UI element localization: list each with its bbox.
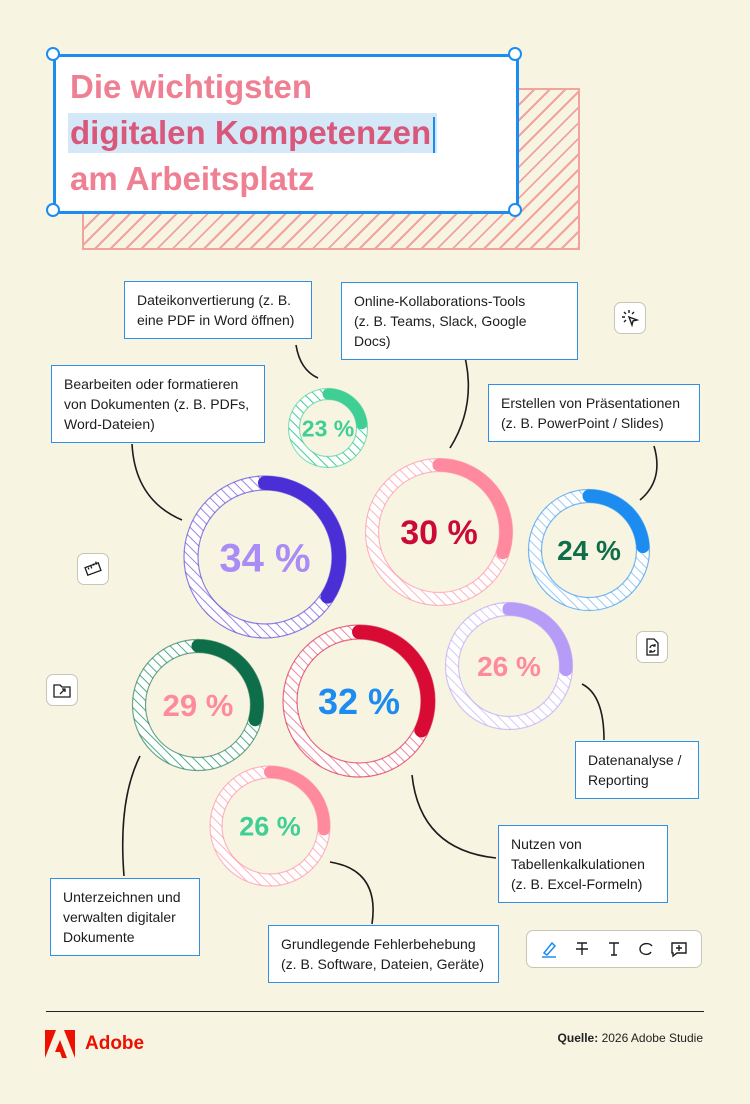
label-fehlerbehebung: Grundlegende Fehlerbehebung (z. B. Softw… — [268, 925, 499, 983]
source-note: Quelle: 2026 Adobe Studie — [558, 1031, 703, 1045]
title-line-2-selected[interactable]: digitalen Kompetenzen — [68, 113, 438, 154]
label-praesentationen: Erstellen von Präsentationen (z. B. Powe… — [488, 384, 700, 442]
adobe-logo[interactable]: Adobe — [45, 1030, 144, 1058]
draw-icon[interactable] — [633, 936, 659, 962]
file-convert-icon[interactable] — [636, 631, 668, 663]
connector-4 — [639, 445, 658, 501]
label-unterzeichnen: Unterzeichnen und verwalten digitaler Do… — [50, 878, 200, 956]
donut-value-label-7: 29 % — [163, 688, 234, 723]
donut-value-label-5: 26 % — [477, 651, 541, 682]
label-online-kollaboration: Online-Kollaborations-Tools (z. B. Teams… — [341, 282, 578, 360]
source-text: 2026 Adobe Studie — [601, 1031, 703, 1045]
title-line-2: digitalen Kompetenzen — [70, 114, 432, 151]
donut-value-label-4: 24 % — [557, 535, 621, 566]
ruler-icon[interactable] — [77, 553, 109, 585]
donut-value-arc-3 — [258, 476, 346, 604]
donut-value-label-2: 30 % — [400, 514, 478, 552]
annotation-toolbar — [526, 930, 702, 968]
donut-value-label-3: 34 % — [219, 536, 310, 580]
adobe-brand-name: Adobe — [85, 1033, 145, 1054]
donut-value-label-6: 32 % — [318, 681, 400, 722]
source-label: Quelle: — [557, 1031, 599, 1045]
donut-value-arc-2 — [432, 458, 513, 560]
connector-lines — [121, 342, 658, 925]
title-box[interactable]: Die wichtigsten digitalen Kompetenzen am… — [53, 54, 519, 214]
donut-2: 30 % — [364, 457, 514, 607]
donut-6: 32 % — [282, 624, 436, 778]
adobe-logo-icon — [45, 1030, 75, 1058]
cursor-click-icon[interactable] — [614, 302, 646, 334]
highlight-pen-icon[interactable] — [536, 936, 562, 962]
selection-handle-top-left[interactable] — [46, 47, 60, 61]
donut-value-arc-7 — [191, 639, 264, 727]
label-bearbeiten-dokumente: Bearbeiten oder formatieren von Dokument… — [51, 365, 265, 443]
selection-handle-bottom-left[interactable] — [46, 203, 60, 217]
donut-value-label-8: 26 % — [239, 812, 301, 842]
donut-rings: 23 % 30 % 34 % 24 % 26 % 32 % 29 % 26 % — [131, 387, 651, 887]
donut-3: 34 % — [183, 475, 347, 639]
connector-1 — [295, 344, 319, 379]
connector-5 — [581, 683, 605, 741]
selection-handle-top-right[interactable] — [508, 47, 522, 61]
title-line-3: am Arbeitsplatz — [70, 160, 315, 197]
donut-value-arc-8 — [264, 766, 330, 836]
label-tabellenkalkulationen: Nutzen von Tabellenkalkulationen (z. B. … — [498, 825, 668, 903]
label-datenanalyse: Datenanalyse / Reporting — [575, 741, 699, 799]
donut-7: 29 % — [131, 638, 265, 772]
connector-6 — [411, 774, 497, 859]
label-dateikonvertierung: Dateikonvertierung (z. B. eine PDF in Wo… — [124, 281, 312, 339]
donut-track-4 — [527, 488, 651, 612]
folder-export-icon[interactable] — [46, 674, 78, 706]
donut-value-arc-6 — [352, 625, 435, 738]
donut-value-arc-1 — [322, 388, 368, 430]
donut-value-arc-4 — [582, 489, 650, 554]
donut-value-arc-5 — [502, 602, 573, 677]
connector-8 — [329, 861, 374, 925]
text-caret — [433, 117, 436, 154]
donut-1: 23 % — [287, 387, 369, 469]
connector-3 — [131, 443, 183, 521]
strikethrough-icon[interactable] — [569, 936, 595, 962]
donut-8: 26 % — [209, 765, 331, 887]
donut-5: 26 % — [444, 601, 574, 731]
text-icon[interactable] — [601, 936, 627, 962]
donut-track-1 — [287, 387, 369, 469]
title-line-1: Die wichtigsten — [70, 68, 313, 105]
selection-handle-bottom-right[interactable] — [508, 203, 522, 217]
footer-divider — [46, 1011, 704, 1012]
add-comment-icon[interactable] — [666, 936, 692, 962]
donut-4: 24 % — [527, 488, 651, 612]
donut-value-label-1: 23 % — [302, 415, 354, 441]
connector-7 — [121, 755, 141, 877]
